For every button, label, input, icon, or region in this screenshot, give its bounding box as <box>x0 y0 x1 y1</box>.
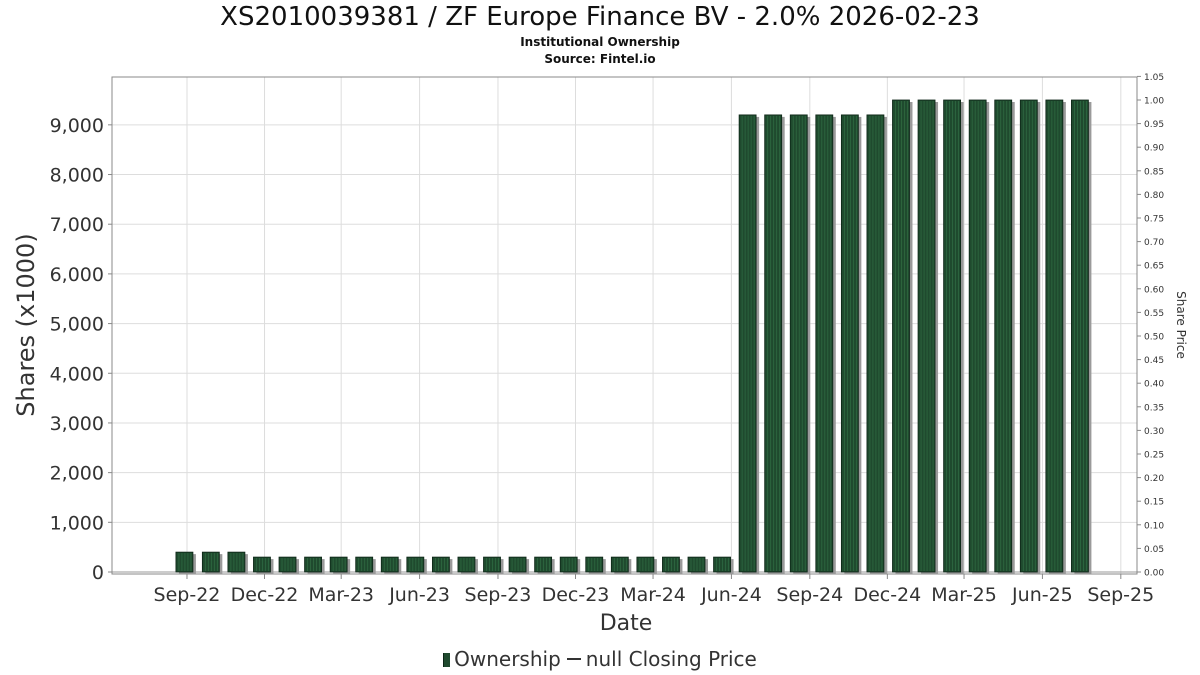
x-tick-label: Sep-25 <box>1087 584 1154 606</box>
y-tick-label: 6,000 <box>50 264 104 286</box>
ownership-bar <box>815 114 834 573</box>
ownership-bar <box>789 114 808 573</box>
ownership-bar <box>559 556 578 573</box>
price-swatch <box>566 658 581 660</box>
x-tick-label: Mar-23 <box>308 584 374 606</box>
x-tick-label: Jun-23 <box>388 584 450 606</box>
ownership-bar <box>636 556 655 573</box>
ownership-bar <box>304 556 322 573</box>
ownership-bar <box>610 556 629 573</box>
ownership-swatch <box>443 653 451 667</box>
y2-tick-label: 0.70 <box>1144 238 1164 248</box>
ownership-bar <box>713 556 731 573</box>
y2-axis-label: Share Price <box>1174 291 1188 359</box>
ownership-bar <box>764 114 783 573</box>
x-tick-label: Sep-23 <box>465 584 532 606</box>
ownership-bar <box>329 556 348 573</box>
legend-price: null Closing Price <box>585 647 757 671</box>
y-tick-label: 8,000 <box>50 165 104 187</box>
y2-tick-label: 0.20 <box>1144 474 1164 484</box>
ownership-bar <box>483 556 501 573</box>
y2-tick-label: 0.80 <box>1144 191 1164 201</box>
ownership-bar <box>738 114 757 573</box>
y-axis-label: Shares (x1000) <box>12 233 40 416</box>
y2-tick-label: 0.50 <box>1144 333 1164 343</box>
y2-tick-label: 0.10 <box>1144 521 1164 531</box>
y2-tick-label: 0.60 <box>1144 285 1164 295</box>
ownership-bar <box>380 556 399 573</box>
y2-axis: 0.00 0.05 0.10 0.15 0.20 0.25 0.30 0.35 0.40 0.45… <box>1137 73 1164 579</box>
y-tick-label: 3,000 <box>50 413 104 435</box>
ownership-bar <box>687 556 706 573</box>
y2-tick-label: 0.95 <box>1144 120 1164 130</box>
y-tick-label: 9,000 <box>50 115 104 137</box>
y-tick-label: 1,000 <box>50 512 104 534</box>
x-tick-label: Sep-22 <box>154 584 221 606</box>
x-tick-label: Jun-24 <box>700 584 762 606</box>
ownership-bar <box>1045 99 1064 573</box>
legend: Ownership null Closing Price <box>0 647 1200 671</box>
chart-subtitle: Institutional Ownership <box>520 35 680 49</box>
x-tick-label: Jun-25 <box>1011 584 1073 606</box>
y2-tick-label: 0.55 <box>1144 309 1164 319</box>
ownership-bar <box>994 99 1013 573</box>
ownership-bar <box>278 556 297 573</box>
y2-tick-label: 0.25 <box>1144 451 1164 461</box>
y2-tick-label: 1.00 <box>1144 97 1164 107</box>
y-tick-label: 4,000 <box>50 363 104 385</box>
x-tick-label: Dec-22 <box>231 584 299 606</box>
ownership-bar <box>431 556 450 573</box>
ownership-bar <box>227 551 246 573</box>
y-tick-label: 7,000 <box>50 214 104 236</box>
y2-tick-label: 0.15 <box>1144 498 1164 508</box>
y2-tick-label: 0.85 <box>1144 167 1164 177</box>
ownership-bar <box>917 99 936 573</box>
ownership-bar <box>201 551 220 573</box>
ownership-bar <box>943 99 962 573</box>
ownership-bar <box>508 556 527 573</box>
x-tick-label: Mar-24 <box>620 584 686 606</box>
y2-tick-label: 0.00 <box>1144 569 1164 579</box>
x-tick-label: Sep-24 <box>776 584 843 606</box>
y2-tick-label: 0.75 <box>1144 215 1164 225</box>
ownership-bar <box>1071 99 1089 573</box>
legend-ownership: Ownership <box>454 647 561 671</box>
ownership-bar <box>968 99 987 573</box>
x-tick-label: Dec-24 <box>853 584 921 606</box>
ownership-bar <box>840 114 859 573</box>
y2-tick-label: 0.65 <box>1144 262 1164 272</box>
y2-tick-label: 0.30 <box>1144 427 1164 437</box>
y-tick-label: 2,000 <box>50 463 104 485</box>
x-axis-label: Date <box>600 611 653 636</box>
ownership-bar <box>457 556 476 573</box>
bars <box>175 99 1092 574</box>
y-tick-label: 5,000 <box>50 314 104 336</box>
y2-tick-label: 0.45 <box>1144 356 1164 366</box>
y2-tick-label: 0.05 <box>1144 545 1164 555</box>
ownership-bar <box>253 556 271 573</box>
ownership-bar <box>585 556 604 573</box>
ownership-bar <box>175 551 194 573</box>
ownership-bar <box>662 556 680 573</box>
ownership-bar <box>1019 99 1038 573</box>
y-tick-label: 0 <box>92 562 104 584</box>
y-axis: 0 1,000 2,000 3,000 4,000 5,000 6,000 7,000 8,00… <box>50 115 112 584</box>
chart-title: XS2010039381 / ZF Europe Finance BV - 2.… <box>220 2 980 32</box>
ownership-bar <box>534 556 553 573</box>
ownership-bar <box>406 556 425 573</box>
y2-tick-label: 0.35 <box>1144 403 1164 413</box>
x-tick-label: Dec-23 <box>542 584 610 606</box>
ownership-bar <box>892 99 910 573</box>
y2-tick-label: 1.05 <box>1144 73 1164 83</box>
ownership-bar <box>355 556 374 573</box>
chart-source: Source: Fintel.io <box>544 52 656 66</box>
ownership-bar <box>866 114 885 573</box>
x-tick-label: Mar-25 <box>931 584 997 606</box>
y2-tick-label: 0.90 <box>1144 144 1164 154</box>
y2-tick-label: 0.40 <box>1144 380 1164 390</box>
x-axis: Sep-22 Dec-22 Mar-23 Jun-23 Sep-23 Dec-23 Mar-… <box>154 574 1154 606</box>
